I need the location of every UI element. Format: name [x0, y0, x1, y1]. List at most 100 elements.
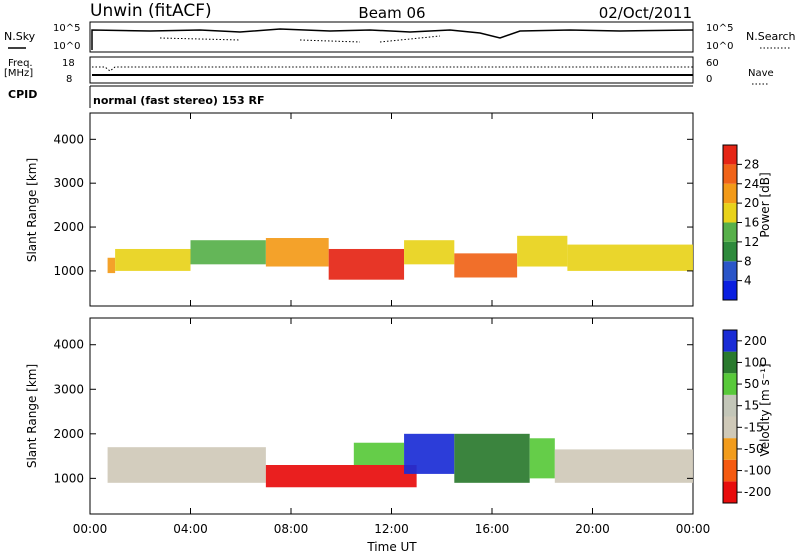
velocity-colorbar-segment — [723, 438, 737, 460]
velocity-colorbar-tick-label: -200 — [744, 485, 771, 499]
velocity-colorbar-segment — [723, 373, 737, 395]
nsky-trace — [91, 28, 694, 50]
velocity-colorbar-tick-label: -50 — [744, 442, 764, 456]
power-band — [190, 240, 266, 265]
power-colorbar-tick-label: 4 — [744, 274, 752, 288]
station-title: Unwin (fitACF) — [90, 1, 212, 21]
power-band — [107, 257, 116, 274]
velocity-y-tick-label: 4000 — [53, 338, 84, 352]
velocity-colorbar-tick-label: -15 — [744, 420, 764, 434]
power-colorbar-segment — [723, 241, 737, 262]
velocity-colorbar-label: Velocity [m s⁻¹] — [758, 363, 772, 456]
power-band — [265, 238, 329, 267]
power-y-tick-label: 4000 — [53, 132, 84, 146]
nsky-tick-bottom: 10^0 — [53, 41, 80, 52]
time-axis: 00:00 04:00 08:00 12:00 16:00 20:00 00:00 — [73, 113, 711, 536]
velocity-colorbar-frame — [722, 329, 738, 504]
velocity-colorbar-segment — [723, 351, 737, 374]
power-colorbar-segment — [723, 164, 737, 184]
velocity-y-axis: 1000 2000 3000 4000 — [53, 338, 693, 485]
time-tick-label: 16:00 — [475, 522, 510, 536]
power-band — [328, 248, 405, 280]
nave-tick-bottom: 0 — [706, 74, 712, 85]
nave-label: Nave — [748, 68, 774, 79]
velocity-y-tick-label: 3000 — [53, 382, 84, 396]
nsky-label: N.Sky — [4, 30, 36, 43]
velocity-colorbar-segment — [723, 481, 737, 503]
time-tick-label: 08:00 — [274, 522, 309, 536]
nave-tick-top: 60 — [706, 58, 719, 69]
cpid-mode-text: normal (fast stereo) 153 RF — [93, 94, 265, 107]
power-panel: 1000 2000 3000 4000 Slant Range [km] — [25, 112, 694, 307]
freq-tick-top: 18 — [62, 58, 75, 69]
power-colorbar-tick-label: 12 — [744, 235, 759, 249]
time-tick-label: 00:00 — [73, 522, 108, 536]
velocity-colorbar-segment — [723, 459, 737, 482]
velocity-colorbar-tick-label: 100 — [744, 355, 767, 369]
power-band — [517, 235, 568, 267]
velocity-data-layer — [107, 433, 693, 488]
time-axis-label: Time UT — [366, 540, 417, 554]
velocity-colorbar-segment — [723, 394, 737, 417]
freq-unit-label: [MHz] — [4, 68, 33, 79]
nsearch-label: N.Search — [746, 30, 796, 43]
beam-title: Beam 06 — [358, 4, 425, 22]
velocity-colorbar-tick-label: -100 — [744, 464, 771, 478]
date-title: 02/Oct/2011 — [599, 4, 692, 22]
power-colorbar-segment — [723, 280, 737, 300]
freq-strip-frame — [89, 56, 694, 84]
nsearch-tick-bottom: 10^0 — [706, 41, 733, 52]
power-colorbar-tick-label: 16 — [744, 216, 759, 230]
power-colorbar-tick-label: 20 — [744, 196, 759, 210]
velocity-band — [265, 465, 417, 488]
velocity-band — [107, 447, 266, 483]
velocity-colorbar-tick-label: 50 — [744, 377, 759, 391]
power-band — [567, 244, 693, 271]
power-y-axis: 1000 2000 3000 4000 — [53, 132, 693, 278]
velocity-band — [353, 442, 405, 465]
power-colorbar-segment — [723, 261, 737, 281]
power-data-layer — [107, 235, 693, 280]
power-band — [404, 240, 455, 265]
time-tick-label: 20:00 — [575, 522, 610, 536]
freq-label: Freq. — [8, 58, 33, 69]
nsearch-trace — [159, 35, 441, 43]
nsky-strip-frame — [89, 21, 694, 53]
velocity-band — [404, 433, 455, 474]
velocity-colorbar-segment — [723, 416, 737, 439]
power-y-tick-label: 3000 — [53, 176, 84, 190]
power-colorbar-segment — [723, 183, 737, 204]
velocity-y-tick-label: 2000 — [53, 427, 84, 441]
nave-trace — [92, 66, 693, 72]
velocity-colorbar: -200 -100 -50 -15 15 50 100 200 — [722, 329, 771, 504]
time-tick-label: 00:00 — [676, 522, 711, 536]
velocity-y-label: Slant Range [km] — [25, 364, 39, 468]
power-colorbar-label: Power [dB] — [758, 172, 772, 237]
power-colorbar-segment — [723, 145, 737, 165]
freq-tick-bottom: 8 — [66, 74, 72, 85]
power-colorbar-segment — [723, 203, 737, 223]
power-y-tick-label: 2000 — [53, 220, 84, 234]
power-colorbar-tick-label: 8 — [744, 254, 752, 268]
power-colorbar-tick-label: 24 — [744, 177, 759, 191]
velocity-colorbar-tick-label: 200 — [744, 334, 767, 348]
power-colorbar-tick-label: 28 — [744, 157, 759, 171]
power-band — [454, 253, 518, 278]
power-y-tick-label: 1000 — [53, 264, 84, 278]
time-tick-label: 12:00 — [374, 522, 409, 536]
velocity-y-tick-label: 1000 — [53, 471, 84, 485]
velocity-band — [529, 438, 555, 479]
velocity-colorbar-tick-label: 15 — [744, 399, 759, 413]
power-colorbar: 4 8 12 16 20 24 28 — [722, 144, 759, 301]
velocity-colorbar-segment — [723, 330, 737, 352]
nsky-tick-top: 10^5 — [53, 23, 80, 34]
nsearch-tick-top: 10^5 — [706, 23, 733, 34]
power-y-label: Slant Range [km] — [25, 158, 39, 262]
velocity-band — [454, 433, 530, 483]
velocity-band — [554, 449, 693, 483]
cpid-label: CPID — [8, 88, 37, 101]
power-colorbar-segment — [723, 222, 737, 242]
time-tick-label: 04:00 — [173, 522, 208, 536]
